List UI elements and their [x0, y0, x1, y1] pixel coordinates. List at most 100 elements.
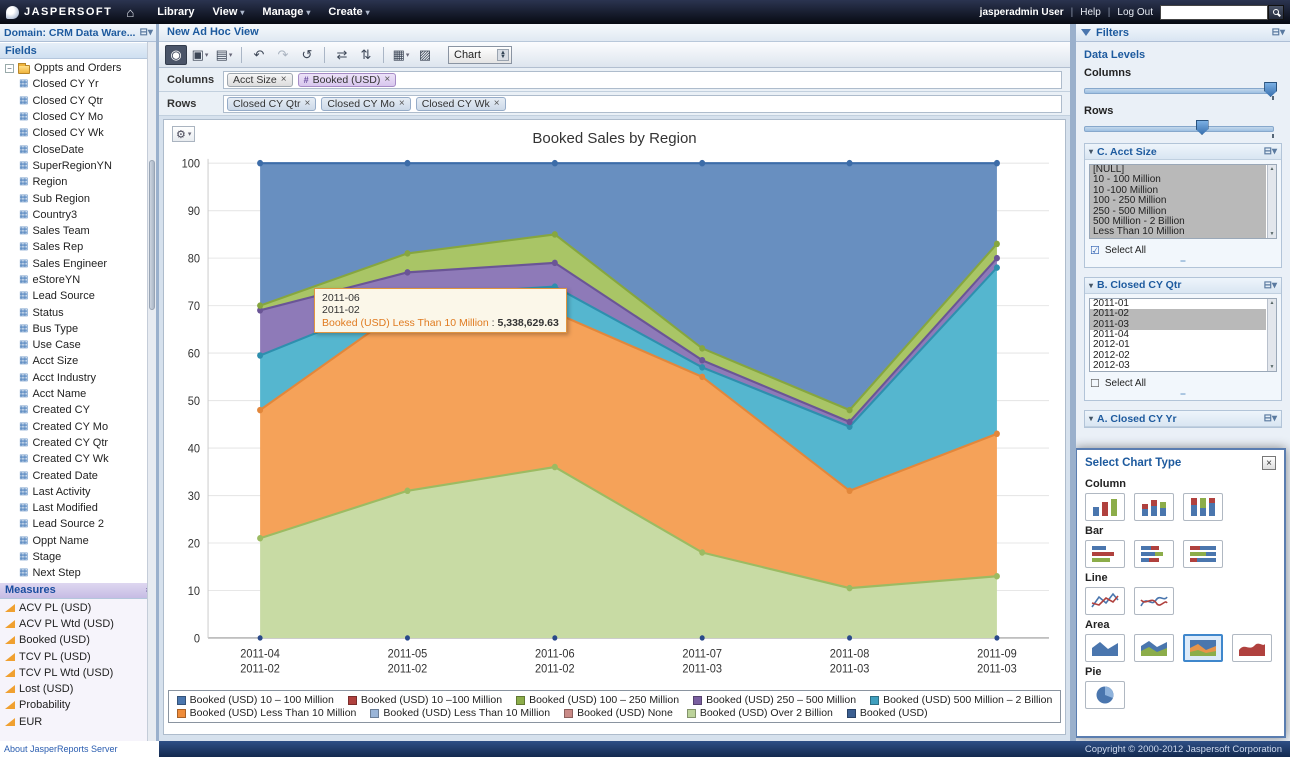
menu-manage[interactable]: Manage ▾: [253, 6, 319, 18]
redo-button[interactable]: ↷: [272, 45, 294, 65]
visualization-select[interactable]: Chart ▲ ▼: [448, 45, 512, 64]
field-item-oppt-name[interactable]: ▦ Oppt Name: [19, 533, 146, 549]
field-item-bus-type[interactable]: ▦ Bus Type: [19, 321, 146, 337]
field-item-created-cy-qtr[interactable]: ▦ Created CY Qtr: [19, 435, 146, 451]
field-item-closed-cy-qtr[interactable]: ▦ Closed CY Qtr: [19, 93, 146, 109]
resize-handle[interactable]: ═: [1180, 257, 1186, 265]
filter-option-10-100-million[interactable]: 10 - 100 Million: [1090, 174, 1266, 186]
collapse-icon[interactable]: −: [5, 63, 14, 73]
legend-item-booked-usd-over-2-billion[interactable]: Booked (USD) Over 2 Billion: [686, 707, 833, 719]
switch-groups-button[interactable]: ⇄: [331, 45, 353, 65]
chart-type-bar-percent[interactable]: [1183, 540, 1223, 568]
filter-option-2012-01[interactable]: 2012-01: [1093, 339, 1130, 351]
field-item-lead-source[interactable]: ▦ Lead Source: [19, 288, 146, 304]
legend-item-booked-usd-less-than-10-million[interactable]: Booked (USD) Less Than 10 Million: [176, 707, 356, 719]
measure-item-tcv-pl-wtd-usd[interactable]: TCV PL Wtd (USD): [5, 665, 146, 681]
chart-type-pie[interactable]: [1085, 681, 1125, 709]
pill-booked-usd[interactable]: # Booked (USD) ×: [297, 72, 397, 87]
columns-pillbox[interactable]: Acct Size × # Booked (USD) ×: [223, 70, 1062, 89]
panel-menu-icon[interactable]: ⊟▾: [1263, 279, 1277, 291]
scroll-down-icon[interactable]: ▼: [1269, 230, 1275, 237]
pill-closed-cy-wk[interactable]: Closed CY Wk ×: [415, 96, 506, 111]
chart-type-spline[interactable]: [1134, 587, 1174, 615]
columns-slider[interactable]: [1084, 82, 1280, 100]
filter-option-2011-04[interactable]: 2011-04: [1093, 328, 1129, 340]
filter-option-500-million-2-billion[interactable]: 500 Million - 2 Billion: [1090, 216, 1266, 228]
chart-type-area-stacked[interactable]: [1134, 634, 1174, 662]
save-button[interactable]: ▣ ▾: [189, 45, 211, 65]
field-item-closedate[interactable]: ▦ CloseDate: [19, 141, 146, 157]
list-scrollbar[interactable]: ▲ ▼: [1267, 165, 1276, 238]
spinner-arrows-icon[interactable]: ▲ ▼: [497, 48, 509, 61]
legend-item-booked-usd-100-250-million[interactable]: Booked (USD) 100 – 250 Million: [516, 694, 679, 706]
legend-item-booked-usd[interactable]: Booked (USD): [846, 707, 928, 719]
logout-link[interactable]: Log Out: [1117, 6, 1153, 18]
field-item-country3[interactable]: ▦ Country3: [19, 207, 146, 223]
rows-slider-handle[interactable]: [1195, 120, 1209, 135]
field-item-sub-region[interactable]: ▦ Sub Region: [19, 190, 146, 206]
pill-acct-size[interactable]: Acct Size ×: [227, 72, 293, 87]
filter-option-100-250-million[interactable]: 100 - 250 Million: [1090, 195, 1266, 207]
legend-item-booked-usd-250-500-million[interactable]: Booked (USD) 250 – 500 Million: [693, 694, 856, 706]
remove-icon[interactable]: ×: [398, 98, 405, 109]
measures-section-header[interactable]: Measures ≡: [0, 581, 156, 599]
chart-type-line[interactable]: [1085, 587, 1125, 615]
field-item-last-activity[interactable]: ▦ Last Activity: [19, 484, 146, 500]
chart-type-area-spline[interactable]: [1232, 634, 1272, 662]
resize-handle[interactable]: ═: [1180, 391, 1186, 399]
field-item-next-step[interactable]: ▦ Next Step: [19, 565, 146, 581]
undo-button[interactable]: ↶: [248, 45, 270, 65]
filter-option-less-than-10-million[interactable]: Less Than 10 Million: [1090, 226, 1266, 238]
rows-slider[interactable]: [1084, 120, 1280, 138]
filter-section-header[interactable]: ▾ A. Closed CY Yr ⊟▾: [1085, 411, 1281, 428]
remove-icon[interactable]: ×: [384, 74, 391, 85]
panel-menu-icon[interactable]: ⊟▾: [1271, 27, 1285, 38]
filter-option-2011-03[interactable]: 2011-03: [1090, 319, 1266, 330]
panel-menu-icon[interactable]: ⊟▾: [1263, 146, 1277, 157]
remove-icon[interactable]: ×: [304, 98, 311, 109]
remove-icon[interactable]: ×: [280, 74, 287, 85]
measure-item-tcv-pl-usd[interactable]: TCV PL (USD): [5, 648, 146, 664]
scrollbar-thumb[interactable]: [149, 160, 155, 310]
field-item-closed-cy-mo[interactable]: ▦ Closed CY Mo: [19, 109, 146, 125]
chart-type-column-percent[interactable]: [1183, 493, 1223, 521]
field-item-closed-cy-yr[interactable]: ▦ Closed CY Yr: [19, 76, 146, 92]
undo-all-button[interactable]: ↺: [296, 45, 318, 65]
field-item-created-cy[interactable]: ▦ Created CY: [19, 402, 146, 418]
fields-scrollbar[interactable]: [147, 42, 156, 741]
filter-option-2012-02[interactable]: 2012-02: [1093, 349, 1130, 361]
chart-type-column-stacked[interactable]: [1134, 493, 1174, 521]
filter-section-header[interactable]: ▾ B. Closed CY Qtr ⊟▾: [1085, 277, 1281, 294]
legend-item-booked-usd-10-100-million[interactable]: Booked (USD) 10 – 100 Million: [176, 694, 334, 706]
home-icon[interactable]: ⌂: [126, 4, 135, 20]
fields-section-header[interactable]: Fields: [0, 42, 156, 59]
chart-type-column[interactable]: [1085, 493, 1125, 521]
close-icon[interactable]: ×: [1262, 456, 1276, 470]
field-item-created-date[interactable]: ▦ Created Date: [19, 467, 146, 483]
legend-item-booked-usd-less-than-10-million[interactable]: Booked (USD) Less Than 10 Million: [370, 707, 550, 719]
menu-create[interactable]: Create ▾: [319, 6, 378, 18]
field-item-acct-industry[interactable]: ▦ Acct Industry: [19, 370, 146, 386]
legend-item-booked-usd-none[interactable]: Booked (USD) None: [564, 707, 673, 719]
help-link[interactable]: Help: [1080, 6, 1101, 18]
field-item-stage[interactable]: ▦ Stage: [19, 549, 146, 565]
panel-menu-icon[interactable]: ⊟▾: [139, 27, 153, 38]
dialog-titlebar[interactable]: Select Chart Type ×: [1085, 454, 1276, 474]
field-item-estoreyn[interactable]: ▦ eStoreYN: [19, 272, 146, 288]
page-options-button[interactable]: ▨: [414, 45, 436, 65]
search-input[interactable]: [1160, 4, 1268, 20]
field-item-lead-source-2[interactable]: ▦ Lead Source 2: [19, 516, 146, 532]
measure-item-booked-usd[interactable]: Booked (USD): [5, 632, 146, 648]
field-item-sales-team[interactable]: ▦ Sales Team: [19, 223, 146, 239]
chart-type-area-percent[interactable]: [1183, 634, 1223, 662]
legend-item-booked-usd-10-100-million[interactable]: Booked (USD) 10 –100 Million: [347, 694, 502, 706]
field-item-use-case[interactable]: ▦ Use Case: [19, 337, 146, 353]
filter-options-list[interactable]: 2011-01 2011-02 2011-03 2011-04 2012-01 2012-…: [1089, 297, 1277, 373]
field-item-created-cy-wk[interactable]: ▦ Created CY Wk: [19, 451, 146, 467]
remove-icon[interactable]: ×: [493, 98, 500, 109]
field-item-superregionyn[interactable]: ▦ SuperRegionYN: [19, 158, 146, 174]
field-item-sales-engineer[interactable]: ▦ Sales Engineer: [19, 256, 146, 272]
field-item-acct-size[interactable]: ▦ Acct Size: [19, 353, 146, 369]
measure-item-probability[interactable]: Probability: [5, 697, 146, 713]
rows-pillbox[interactable]: Closed CY Qtr × Closed CY Mo × Closed CY Wk ×: [223, 94, 1062, 113]
